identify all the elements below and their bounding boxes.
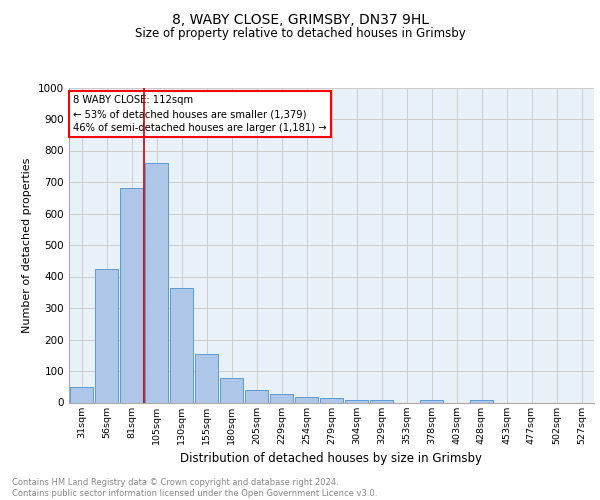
Bar [195,354,218,403]
Bar [245,390,268,402]
Text: 8 WABY CLOSE: 112sqm
← 53% of detached houses are smaller (1,379)
46% of semi-de: 8 WABY CLOSE: 112sqm ← 53% of detached h… [73,96,327,134]
Y-axis label: Number of detached properties: Number of detached properties [22,158,32,332]
Bar [370,400,393,402]
Bar [270,394,293,402]
Bar [320,398,343,402]
Bar [295,397,318,402]
Text: Size of property relative to detached houses in Grimsby: Size of property relative to detached ho… [134,28,466,40]
Bar [170,288,193,403]
Bar [120,188,143,402]
X-axis label: Distribution of detached houses by size in Grimsby: Distribution of detached houses by size … [181,452,482,465]
Bar [70,387,93,402]
Text: Contains HM Land Registry data © Crown copyright and database right 2024.
Contai: Contains HM Land Registry data © Crown c… [12,478,377,498]
Bar [345,400,368,402]
Text: 8, WABY CLOSE, GRIMSBY, DN37 9HL: 8, WABY CLOSE, GRIMSBY, DN37 9HL [172,12,428,26]
Bar [95,268,118,402]
Bar [145,163,168,402]
Bar [420,400,443,402]
Bar [220,378,243,402]
Bar [470,400,493,402]
